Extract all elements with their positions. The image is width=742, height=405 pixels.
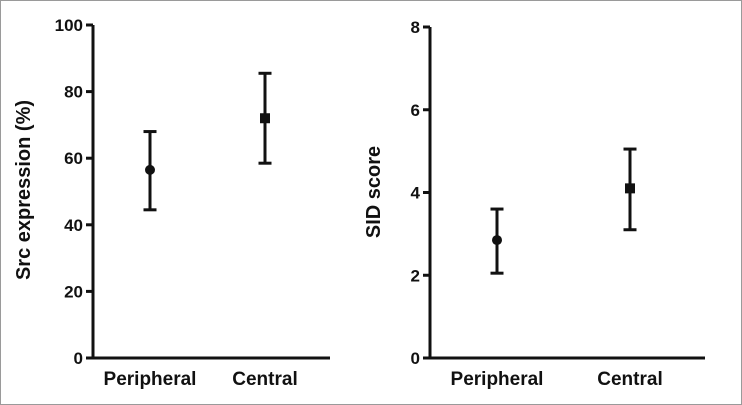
y-tick-label: 80 [64,83,83,102]
src-expression-chart: 0 20 40 60 80 100 Src expression (%) Peripheral… [13,16,330,390]
mean-marker-circle [145,164,155,175]
y-tick-label: 8 [411,18,420,37]
y-tick-label: 20 [64,282,83,301]
y-tick-label: 2 [411,266,420,285]
x-category-label: Peripheral [104,369,197,390]
y-axis-label: Src expression (%) [13,100,35,280]
y-tick-label: 4 [411,184,421,203]
x-category-label: Peripheral [451,369,544,390]
y-tick-label: 0 [74,349,83,368]
y-tick-label: 60 [64,149,83,168]
mean-marker-circle [492,235,502,246]
y-axis-label: SID score [363,146,385,238]
y-tick-label: 100 [55,16,83,35]
y-tick-label: 40 [64,216,83,235]
x-category-label: Central [597,369,662,390]
y-tick-label: 0 [411,349,420,368]
x-category-label: Central [232,369,297,390]
sid-score-chart: 0 2 4 6 8 SID score Peripheral Central [363,18,705,390]
mean-marker-square [625,183,635,194]
mean-marker-square [260,113,270,124]
y-tick-label: 6 [411,101,420,120]
